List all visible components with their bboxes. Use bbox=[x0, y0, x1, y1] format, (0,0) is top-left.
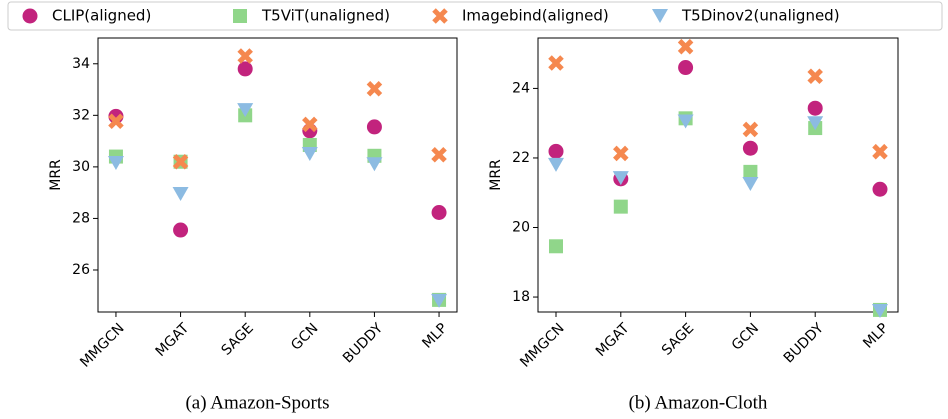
x-tick-label: MMGCN bbox=[77, 320, 127, 370]
legend-marker bbox=[652, 9, 668, 23]
data-point bbox=[678, 60, 694, 76]
y-tick-label: 22 bbox=[512, 150, 530, 166]
data-point bbox=[366, 81, 383, 97]
data-point bbox=[807, 68, 823, 85]
y-tick-label: 30 bbox=[72, 159, 90, 175]
data-point bbox=[742, 140, 758, 156]
data-point bbox=[613, 199, 628, 214]
legend-marker bbox=[233, 9, 247, 23]
data-point bbox=[872, 143, 888, 160]
data-point bbox=[237, 103, 254, 118]
data-point bbox=[548, 157, 564, 172]
y-tick-label: 24 bbox=[512, 80, 530, 96]
data-point bbox=[612, 171, 629, 186]
y-tick-label: 18 bbox=[512, 289, 530, 305]
data-point bbox=[237, 61, 253, 77]
data-point bbox=[548, 55, 564, 71]
data-point bbox=[807, 100, 823, 116]
data-point bbox=[431, 146, 447, 163]
y-tick-label: 34 bbox=[72, 56, 90, 72]
legend-marker bbox=[432, 8, 448, 24]
data-point bbox=[107, 156, 124, 171]
x-tick-label: SAGE bbox=[219, 320, 257, 358]
x-tick-label: GCN bbox=[288, 320, 321, 353]
data-point bbox=[872, 181, 888, 197]
data-point bbox=[742, 177, 759, 192]
x-tick-label: MGAT bbox=[153, 320, 193, 360]
legend-label: Imagebind(aligned) bbox=[462, 7, 609, 25]
chart-caption: (b) Amazon-Cloth bbox=[629, 392, 768, 413]
data-point bbox=[172, 186, 189, 201]
x-tick-label: BUDDY bbox=[781, 320, 827, 366]
data-point bbox=[431, 205, 447, 221]
y-tick-label: 28 bbox=[72, 210, 90, 226]
data-point bbox=[677, 38, 694, 55]
data-point bbox=[613, 145, 629, 162]
data-point bbox=[677, 114, 694, 129]
data-point bbox=[302, 116, 318, 133]
plot-frame bbox=[97, 37, 458, 313]
legend-label: CLIP(aligned) bbox=[52, 7, 151, 25]
legend-label: T5Dinov2(unaligned) bbox=[681, 7, 840, 25]
data-point bbox=[366, 157, 383, 172]
y-tick-label: 20 bbox=[512, 220, 530, 236]
data-point bbox=[742, 121, 759, 138]
data-point bbox=[807, 116, 824, 131]
x-tick-label: MMGCN bbox=[517, 320, 567, 370]
data-point bbox=[172, 153, 189, 170]
data-point bbox=[366, 119, 382, 135]
data-point bbox=[108, 113, 124, 130]
x-tick-label: SAGE bbox=[659, 320, 697, 358]
y-axis-label: MRR bbox=[488, 159, 504, 191]
y-tick-label: 26 bbox=[72, 262, 90, 278]
data-point bbox=[872, 303, 888, 318]
legend-marker bbox=[22, 8, 38, 24]
data-point bbox=[549, 239, 563, 254]
x-tick-label: BUDDY bbox=[340, 320, 386, 366]
data-point bbox=[431, 293, 448, 308]
x-tick-label: MLP bbox=[860, 320, 891, 351]
x-tick-label: MLP bbox=[419, 320, 450, 351]
plot-frame bbox=[537, 37, 899, 313]
chart-caption: (a) Amazon-Sports bbox=[185, 392, 329, 413]
data-point bbox=[173, 222, 189, 238]
x-tick-label: GCN bbox=[729, 320, 762, 353]
x-tick-label: MGAT bbox=[593, 320, 633, 360]
legend-label: T5ViT(unaligned) bbox=[261, 7, 390, 25]
data-point bbox=[301, 146, 318, 161]
y-tick-label: 32 bbox=[72, 107, 90, 123]
data-point bbox=[548, 143, 564, 159]
data-point bbox=[743, 164, 758, 179]
data-point bbox=[237, 48, 253, 64]
y-axis-label: MRR bbox=[48, 159, 64, 191]
